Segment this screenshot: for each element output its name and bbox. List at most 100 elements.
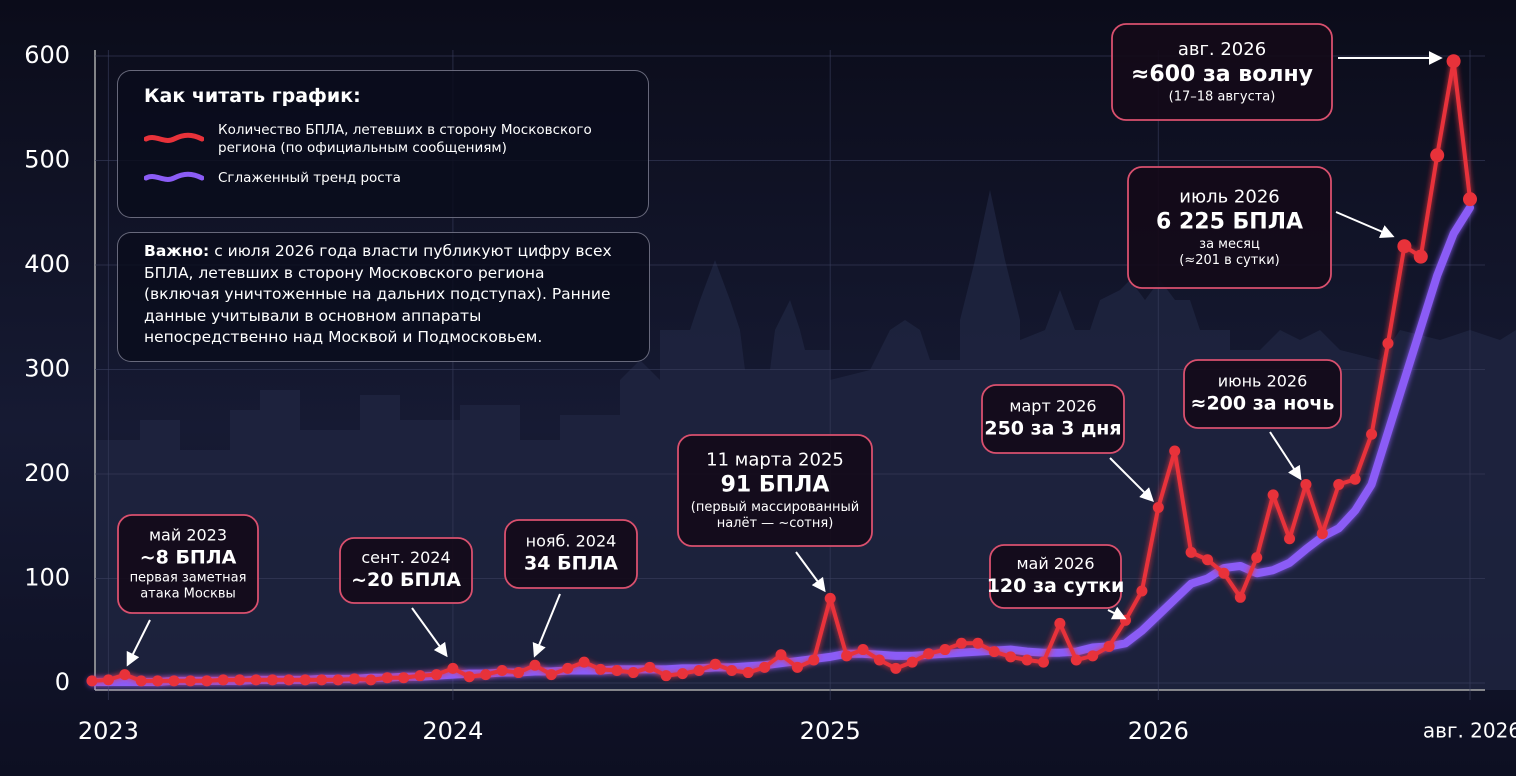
point <box>824 592 836 604</box>
point <box>1218 567 1230 579</box>
point <box>726 664 738 676</box>
annotation: июнь 2026 ≈200 за ночь <box>1183 359 1342 481</box>
point <box>463 671 475 683</box>
note-bold: Важно: <box>144 242 210 260</box>
annotation-arrow <box>411 607 448 658</box>
legend-entry: Сглаженный тренд роста <box>144 169 622 187</box>
point <box>1251 552 1263 564</box>
point <box>1349 473 1361 485</box>
point <box>1021 654 1033 666</box>
point <box>102 674 114 686</box>
point <box>1382 337 1394 349</box>
x-tick-label: авг. 2026 <box>1423 719 1516 743</box>
point <box>398 672 410 684</box>
point <box>660 670 672 682</box>
point <box>1054 617 1066 629</box>
annotation-text: 34 БПЛА <box>524 553 618 575</box>
point <box>152 675 164 687</box>
x-tick-label: 2026 <box>1128 717 1189 745</box>
point <box>266 674 278 686</box>
point <box>184 675 196 687</box>
point <box>168 675 180 687</box>
point <box>234 674 246 686</box>
point <box>381 672 393 684</box>
swatch-line <box>144 171 204 182</box>
point <box>1037 656 1049 668</box>
point <box>775 649 787 661</box>
point <box>562 662 574 674</box>
y-tick-label: 100 <box>24 564 70 592</box>
point <box>759 661 771 673</box>
annotation-text: июль 2026 <box>1179 187 1280 208</box>
y-tick-label: 600 <box>24 41 70 69</box>
annotation-text: первая заметная <box>130 570 247 585</box>
point <box>1087 650 1099 662</box>
point <box>873 654 885 666</box>
legend-swatch <box>144 132 204 143</box>
point <box>1430 148 1445 163</box>
point <box>414 670 426 682</box>
point <box>217 674 229 686</box>
annotation-text: (17–18 августа) <box>1169 90 1276 105</box>
point <box>513 667 525 679</box>
y-tick-label: 300 <box>24 355 70 383</box>
annotation-box <box>989 544 1122 609</box>
annotation-text: 120 за сутки <box>987 575 1125 597</box>
annotation-text: 250 за 3 дня <box>984 418 1121 440</box>
legend-swatch <box>144 171 204 182</box>
annotation-text: март 2026 <box>1009 397 1096 416</box>
annotation-text: май 2023 <box>149 525 227 544</box>
annotation-arrow <box>1335 211 1395 239</box>
point <box>1169 445 1181 457</box>
point <box>529 659 541 671</box>
annotation-box <box>1111 23 1333 121</box>
annotation-arrow <box>795 551 826 593</box>
point <box>1136 585 1148 597</box>
point <box>1267 489 1279 501</box>
point <box>677 668 689 680</box>
point <box>611 664 623 676</box>
point <box>841 650 853 662</box>
annotation: нояб. 2024 34 БПЛА <box>504 519 638 658</box>
point <box>365 674 377 686</box>
annotation-text: 6 225 БПЛА <box>1156 210 1303 235</box>
annotation: авг. 2026≈600 за волну (17–18 августа) <box>1111 23 1443 121</box>
point <box>332 674 344 686</box>
point <box>742 667 754 679</box>
point <box>955 637 967 649</box>
point <box>988 646 1000 658</box>
point <box>480 669 492 681</box>
annotation-text: ~20 БПЛА <box>351 569 461 591</box>
legend-title: Как читать график: <box>144 85 361 107</box>
point <box>250 674 262 686</box>
annotation-box <box>1183 359 1342 429</box>
point <box>431 669 442 681</box>
point <box>1397 239 1412 254</box>
annotation-text: авг. 2026 <box>1178 39 1266 60</box>
annotation-text: июнь 2026 <box>1218 372 1308 391</box>
point <box>545 669 557 681</box>
annotation-arrow <box>126 619 151 667</box>
annotation-box <box>339 537 473 604</box>
point <box>1316 528 1328 540</box>
y-tick-label: 0 <box>55 668 70 696</box>
annotation: май 2026 120 за сутки <box>987 544 1127 620</box>
annotation-text: 11 марта 2025 <box>706 450 844 471</box>
legend-label: Количество БПЛА, летевших в сторону Моск… <box>218 122 592 156</box>
annotation-text: 91 БПЛА <box>721 473 830 498</box>
point <box>1446 54 1461 69</box>
legend: Как читать график: Количество БПЛА, лете… <box>117 70 649 218</box>
annotation-arrow <box>532 593 561 658</box>
point <box>1005 651 1017 663</box>
point <box>1463 192 1477 207</box>
annotation-box <box>1127 166 1332 289</box>
point <box>1152 501 1164 513</box>
annotation-box <box>981 384 1125 454</box>
point <box>348 673 360 685</box>
annotation-text: ~8 БПЛА <box>140 546 237 568</box>
point <box>1300 478 1312 490</box>
point <box>86 675 98 687</box>
